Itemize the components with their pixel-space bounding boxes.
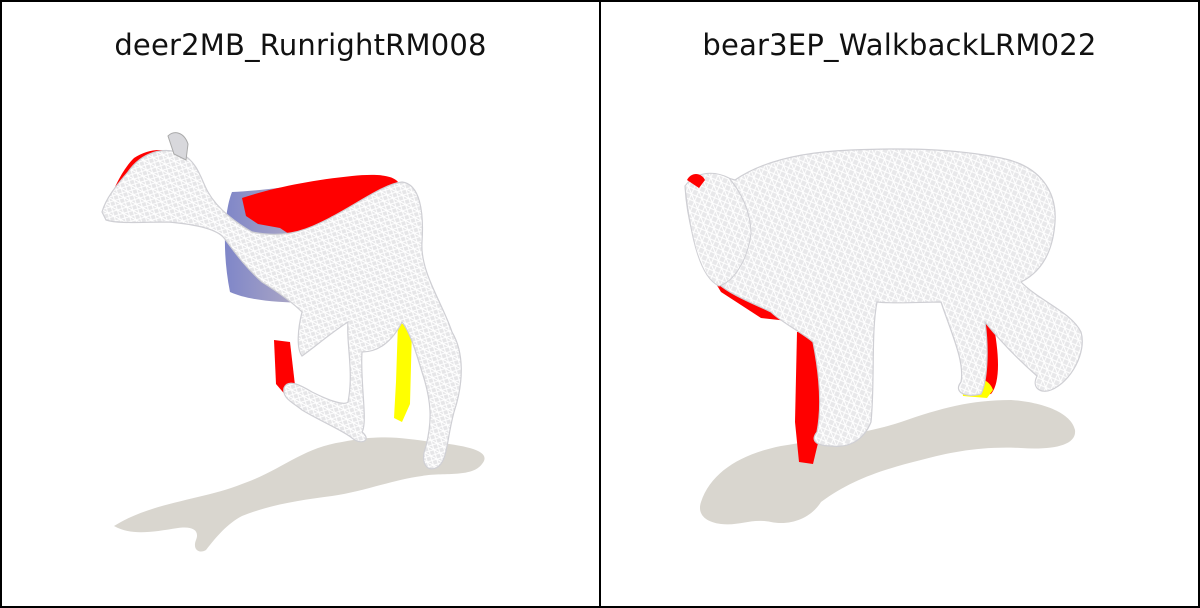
deer-mesh-render — [101, 132, 485, 552]
bear-panel-title: bear3EP_WalkbackLRM022 — [702, 28, 1097, 62]
bear-head — [684, 172, 752, 287]
bear-red-front-leg — [795, 330, 823, 464]
deer-shadow — [114, 437, 485, 552]
deer-far-hind-leg — [394, 322, 412, 422]
bear-ear — [687, 174, 705, 188]
deer-panel-title: deer2MB_RunrightRM008 — [114, 28, 487, 62]
deer-wireframe — [101, 150, 462, 470]
deer-panel: deer2MB_RunrightRM008 — [2, 2, 601, 606]
deer-ear — [167, 132, 189, 161]
bear-panel: bear3EP_WalkbackLRM022 — [601, 2, 1198, 606]
bear-shadow — [699, 400, 1076, 525]
bear-wireframe — [684, 148, 1083, 447]
bear-mesh-render — [684, 148, 1083, 525]
deer-red-back — [242, 174, 398, 236]
